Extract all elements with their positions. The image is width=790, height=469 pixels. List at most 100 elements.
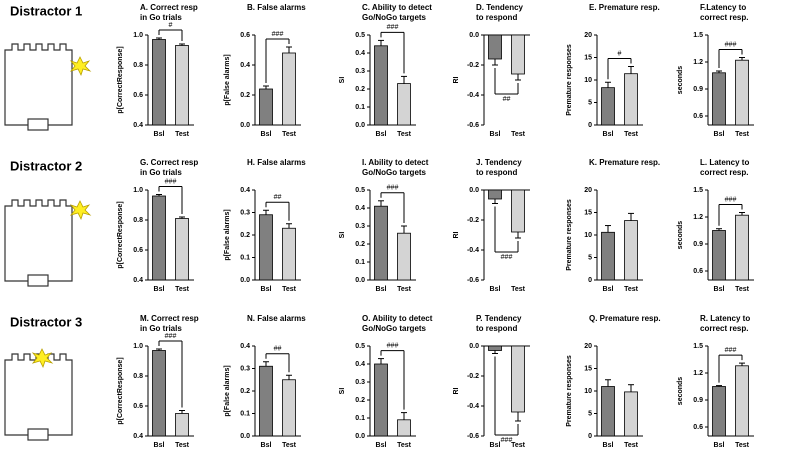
y-tick-label: 0.9	[693, 397, 703, 404]
significance-label: ###	[501, 254, 513, 261]
panel-title: D. Tendency	[476, 3, 524, 12]
panel-title: M. Correct resp	[140, 314, 199, 323]
row-title: Distractor 3	[10, 314, 82, 329]
y-tick-label: -0.4	[467, 92, 479, 99]
y-tick-label: 0.0	[469, 187, 479, 194]
x-tick-label: Test	[735, 286, 750, 293]
panel-title: correct resp.	[700, 168, 748, 177]
y-tick-label: 1.0	[133, 187, 143, 194]
y-axis-label: SI	[339, 232, 346, 239]
panel-title: A. Correct resp	[140, 3, 198, 12]
significance-label: ###	[725, 347, 737, 354]
y-tick-label: 0.2	[355, 397, 365, 404]
panel-title: F.Latency to	[700, 3, 746, 12]
bar	[374, 363, 388, 437]
significance-bracket	[380, 350, 405, 410]
bar	[511, 345, 525, 413]
x-tick-label: Test	[735, 131, 750, 138]
significance-bracket	[494, 68, 519, 95]
y-tick-label: 15	[584, 365, 592, 372]
y-tick-label: 0.0	[355, 122, 365, 129]
y-tick-label: 1.2	[693, 59, 703, 66]
y-axis-label: p[False alarms]	[224, 54, 231, 105]
panel-title: to respond	[476, 324, 517, 333]
bar	[259, 88, 273, 126]
y-axis-label: p[CorrectResponse]	[117, 201, 124, 268]
y-tick-label: 0.6	[133, 92, 143, 99]
panel-title: Go/NoGo targets	[362, 324, 427, 333]
y-tick-label: -0.2	[467, 62, 479, 69]
y-axis-label: seconds	[677, 221, 684, 250]
x-tick-label: Test	[397, 131, 412, 138]
y-tick-label: 0.3	[355, 223, 365, 230]
significance-bracket	[718, 204, 743, 226]
panel-title: E. Premature resp.	[589, 3, 660, 12]
y-tick-label: 0.6	[693, 113, 703, 120]
significance-label: #	[618, 50, 622, 57]
y-tick-label: -0.6	[467, 122, 479, 129]
y-tick-label: 0.4	[133, 433, 143, 440]
significance-bracket	[158, 340, 183, 408]
x-tick-label: Bsl	[603, 286, 614, 293]
y-axis-label: Premature responses	[566, 199, 573, 271]
y-tick-label: 15	[584, 54, 592, 61]
y-tick-label: 0.2	[240, 388, 250, 395]
x-tick-label: Bsl	[261, 442, 272, 449]
x-tick-label: Test	[624, 286, 639, 293]
bar	[175, 45, 189, 126]
bar	[259, 365, 273, 437]
y-axis-label: seconds	[677, 377, 684, 406]
bar	[712, 386, 726, 437]
x-tick-label: Bsl	[490, 442, 501, 449]
y-tick-label: 0.1	[240, 410, 250, 417]
row-title: Distractor 1	[10, 3, 82, 18]
y-axis-label: Premature responses	[566, 44, 573, 116]
x-tick-label: Bsl	[714, 442, 725, 449]
y-tick-label: 5	[588, 99, 592, 106]
bar	[624, 73, 638, 126]
x-tick-label: Bsl	[490, 286, 501, 293]
y-tick-label: 0.1	[355, 415, 365, 422]
y-tick-label: 1.2	[693, 370, 703, 377]
y-axis-label: p[False alarms]	[224, 365, 231, 416]
bar	[601, 87, 615, 126]
y-tick-label: 0.4	[133, 122, 143, 129]
y-tick-label: 0.1	[240, 254, 250, 261]
bar	[601, 231, 615, 281]
y-tick-label: 0.4	[240, 187, 250, 194]
y-tick-label: 0.1	[355, 259, 365, 266]
y-axis-label: p[CorrectResponse]	[117, 357, 124, 424]
bar	[511, 189, 525, 233]
significance-label: ###	[501, 437, 513, 444]
panel-title: Go/NoGo targets	[362, 13, 427, 22]
panel-title: Go/NoGo targets	[362, 168, 427, 177]
y-axis-label: RI	[453, 387, 460, 394]
x-tick-label: Bsl	[154, 442, 165, 449]
bar	[488, 189, 502, 200]
y-tick-label: 0.4	[133, 277, 143, 284]
y-tick-label: 0.0	[240, 433, 250, 440]
apparatus-diagram	[4, 199, 91, 287]
x-tick-label: Test	[397, 442, 412, 449]
bar	[624, 220, 638, 281]
y-tick-label: 0.0	[240, 277, 250, 284]
y-tick-label: 0.6	[133, 403, 143, 410]
panel-title: R. Latency to	[700, 314, 750, 323]
x-tick-label: Test	[282, 442, 297, 449]
y-tick-label: 0.5	[355, 343, 365, 350]
panel-title: Q. Premature resp.	[589, 314, 661, 323]
x-tick-label: Test	[282, 131, 297, 138]
bar	[282, 52, 296, 126]
significance-bracket	[380, 192, 405, 223]
y-tick-label: 10	[584, 232, 592, 239]
y-axis-label: p[CorrectResponse]	[117, 46, 124, 113]
significance-label: ##	[274, 346, 282, 353]
y-tick-label: 0.6	[693, 268, 703, 275]
x-tick-label: Bsl	[603, 131, 614, 138]
x-tick-label: Test	[511, 131, 526, 138]
panel-title: O. Ability to detect	[362, 314, 433, 323]
significance-label: ###	[272, 31, 284, 38]
y-tick-label: 15	[584, 209, 592, 216]
y-tick-label: 1.0	[133, 32, 143, 39]
